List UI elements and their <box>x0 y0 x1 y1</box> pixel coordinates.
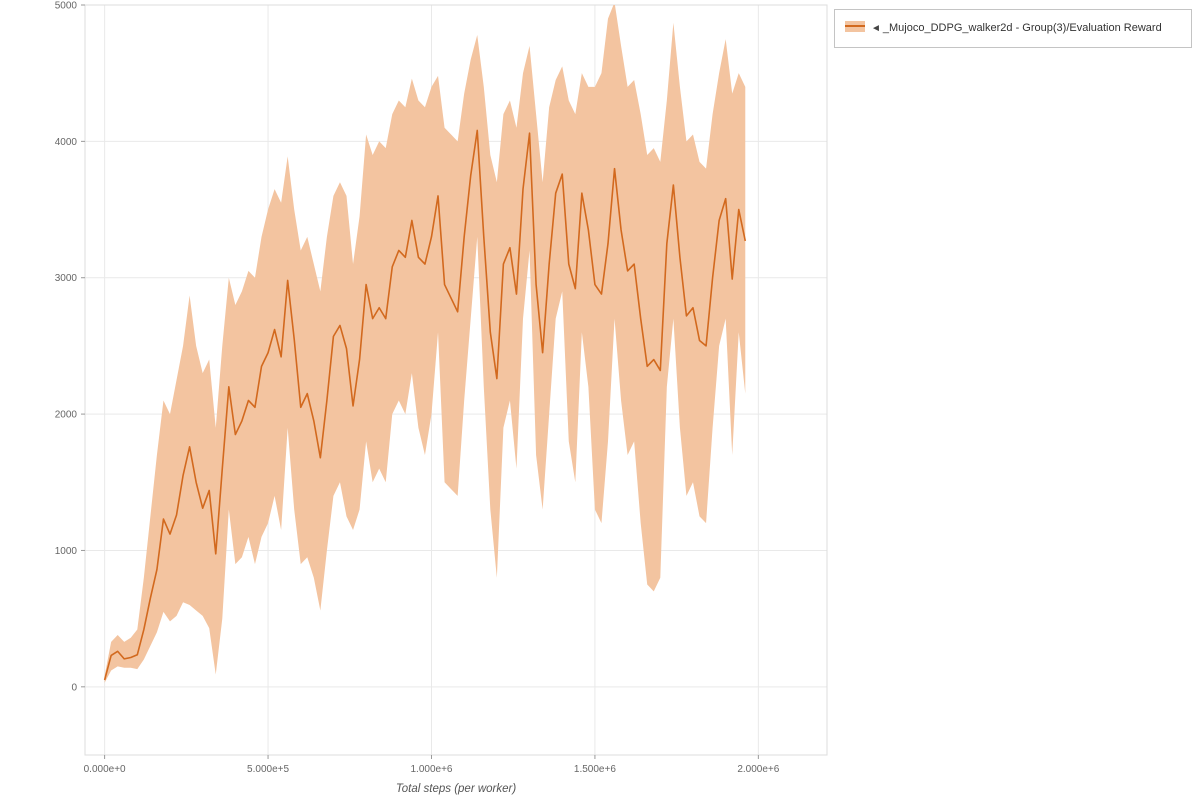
reward-line <box>103 129 747 681</box>
y-tick-label: 4000 <box>55 137 78 148</box>
legend-marker-icon: ◄ <box>871 23 881 34</box>
x-tick-label: 1.000e+6 <box>410 764 452 775</box>
legend[interactable]: ◄ _Mujoco_DDPG_walker2d - Group(3)/Evalua… <box>834 9 1192 49</box>
x-axis-title: Total steps (per worker) <box>396 783 517 795</box>
x-tick-label: 5.000e+5 <box>247 764 289 775</box>
y-tick-label: 1000 <box>55 546 78 557</box>
confidence-band <box>104 5 746 683</box>
y-tick-label: 2000 <box>55 410 78 421</box>
y-tick-label: 0 <box>71 682 77 693</box>
legend-swatch-icon <box>845 21 865 32</box>
plot-border <box>84 4 828 756</box>
legend-line-icon <box>845 25 865 27</box>
x-tick-label: 0.000e+0 <box>84 764 126 775</box>
x-tick-label: 2.000e+6 <box>737 764 779 775</box>
legend-label: _Mujoco_DDPG_walker2d - Group(3)/Evaluat… <box>882 22 1162 34</box>
reward-chart: 0 1000 2000 3000 4000 5000 0.000e+0 5.000e+5 1.0… <box>55 1 828 795</box>
y-tick-label: 3000 <box>55 273 78 284</box>
y-tick-label: 5000 <box>55 1 78 12</box>
x-tick-label: 1.500e+6 <box>574 764 616 775</box>
